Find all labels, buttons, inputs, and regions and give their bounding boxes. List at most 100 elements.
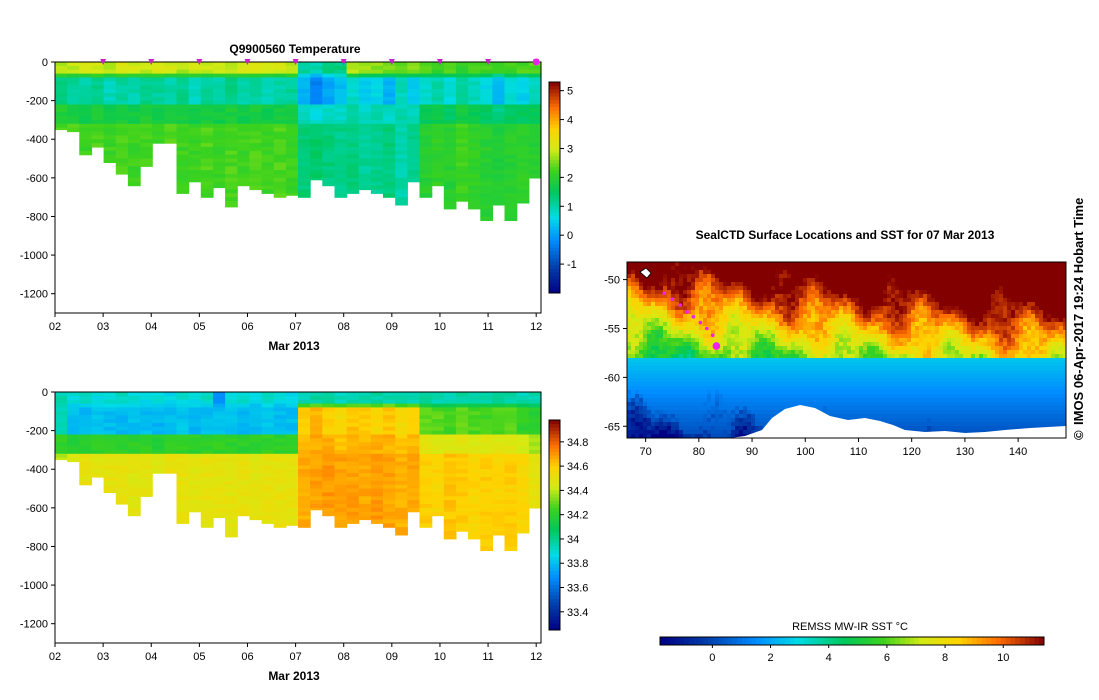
sst-cell	[671, 430, 676, 435]
sst-cell	[651, 262, 656, 267]
salinity-cell	[200, 511, 214, 517]
temperature-cell	[176, 116, 190, 121]
sst-cell	[723, 374, 728, 379]
sst-cell	[739, 342, 744, 347]
sst-map-title: SealCTD Surface Locations and SST for 07…	[696, 228, 995, 242]
salinity-cell	[516, 419, 530, 424]
temperature-cell	[516, 135, 530, 140]
temperature-cell	[213, 104, 226, 109]
sst-cell	[691, 398, 696, 403]
sst-cell	[699, 306, 704, 311]
colorbar-segment	[549, 556, 560, 561]
salinity-cell	[285, 484, 299, 490]
salinity-cell	[55, 430, 68, 436]
salinity-cell	[443, 453, 457, 459]
sst-cell	[807, 382, 812, 387]
sst-cell	[679, 334, 684, 339]
salinity-cell	[310, 449, 323, 455]
temperature-cell	[443, 174, 457, 179]
salinity-cell	[407, 399, 421, 405]
temperature-cell	[140, 89, 153, 94]
temperature-cell	[407, 65, 421, 71]
sst-cell	[671, 338, 676, 343]
sst-cell	[691, 346, 696, 351]
colorbar-segment	[549, 268, 560, 273]
temperature-cell	[395, 139, 408, 144]
temperature-cell	[480, 150, 493, 156]
temperature-cell	[188, 154, 202, 160]
temperature-cell	[419, 170, 433, 175]
salinity-cell	[346, 511, 360, 517]
temperature-cell	[504, 150, 518, 156]
sst-cell	[627, 286, 632, 291]
salinity-cell	[528, 457, 541, 463]
y-tick-label: -200	[26, 96, 48, 108]
temperature-cell	[492, 154, 506, 160]
temperature-cell	[383, 181, 396, 187]
sst-cell	[643, 362, 648, 367]
temperature-cell	[103, 139, 117, 144]
temperature-cell	[395, 104, 408, 109]
x-tick-label: 12	[530, 321, 542, 333]
sst-cell	[751, 338, 756, 343]
sst-cell	[819, 286, 824, 291]
temperature-cell	[383, 193, 396, 198]
salinity-cell	[504, 407, 518, 412]
temperature-cell	[383, 143, 396, 148]
sst-cell	[759, 390, 764, 395]
sst-cell	[727, 262, 732, 267]
salinity-cell	[67, 403, 80, 409]
temperature-cell	[285, 92, 299, 98]
sst-cell	[659, 382, 664, 387]
salinity-cell	[431, 426, 445, 432]
temperature-cell	[249, 100, 263, 106]
temperature-cell	[249, 185, 263, 191]
temperature-cell	[358, 104, 372, 109]
sst-cell	[763, 398, 768, 403]
temperature-cell	[127, 162, 141, 167]
salinity-cell	[273, 399, 287, 405]
y-tick-label: -400	[26, 464, 48, 476]
salinity-cell	[115, 465, 129, 470]
sst-cell	[723, 358, 728, 363]
sst-cell	[675, 330, 680, 335]
sst-cell	[727, 310, 732, 315]
sst-cell	[703, 386, 708, 391]
salinity-cell	[152, 461, 165, 466]
salinity-cell	[407, 457, 421, 463]
sst-cell	[631, 334, 636, 339]
sst-cell	[771, 290, 776, 295]
temperature-cell	[237, 135, 251, 140]
profile-marker	[292, 59, 299, 65]
sst-cell	[667, 362, 672, 367]
temperature-cell	[346, 108, 360, 113]
salinity-cell	[431, 500, 445, 505]
salinity-cell	[492, 484, 506, 490]
sst-cell	[775, 326, 780, 331]
sst-cell	[735, 334, 740, 339]
sst-cell	[635, 350, 640, 355]
sst-cell	[815, 322, 820, 327]
temperature-cell	[370, 181, 384, 187]
sst-cell	[791, 390, 796, 395]
temperature-cell	[298, 127, 311, 133]
temperature-cell	[383, 147, 396, 152]
sst-cell	[719, 330, 724, 335]
sst-cell	[767, 310, 772, 315]
sst-cell	[803, 322, 808, 327]
sst-cell	[731, 422, 736, 427]
temperature-cell	[285, 81, 299, 86]
sst-cell	[795, 382, 800, 387]
salinity-cell	[443, 403, 457, 409]
sst-cell	[703, 346, 708, 351]
salinity-cell	[273, 477, 287, 482]
temperature-cell	[225, 92, 238, 98]
salinity-cell	[419, 461, 433, 466]
sst-cell	[731, 390, 736, 395]
salinity-cell	[79, 473, 93, 478]
sst-cell	[691, 306, 696, 311]
salinity-cell	[225, 407, 238, 412]
sst-cell	[707, 326, 712, 331]
sst-cell	[711, 262, 716, 267]
temperature-cell	[480, 147, 493, 152]
